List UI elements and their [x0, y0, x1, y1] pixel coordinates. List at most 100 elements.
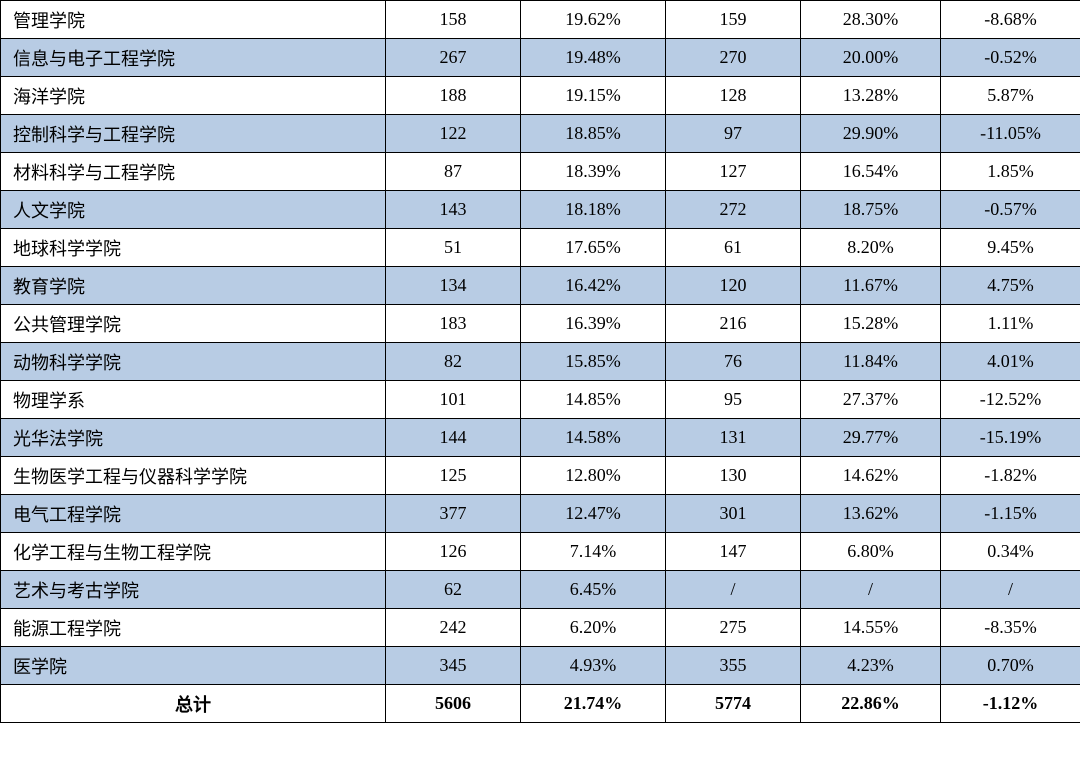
cell-v5: -11.05% [941, 115, 1080, 153]
cell-v4: 6.80% [801, 533, 941, 571]
cell-v5: -0.57% [941, 191, 1080, 229]
cell-v3: 131 [666, 419, 801, 457]
cell-v1: 158 [386, 1, 521, 39]
cell-name: 化学工程与生物工程学院 [1, 533, 386, 571]
cell-v4: 29.77% [801, 419, 941, 457]
cell-v2: 4.93% [521, 647, 666, 685]
cell-v1: 82 [386, 343, 521, 381]
cell-name: 医学院 [1, 647, 386, 685]
cell-v4: 18.75% [801, 191, 941, 229]
cell-v3: 130 [666, 457, 801, 495]
table-row: 控制科学与工程学院12218.85%9729.90%-11.05% [1, 115, 1080, 153]
cell-v2: 12.80% [521, 457, 666, 495]
cell-v5: 4.01% [941, 343, 1080, 381]
cell-v2: 14.85% [521, 381, 666, 419]
cell-v3: 147 [666, 533, 801, 571]
cell-v3: 301 [666, 495, 801, 533]
cell-name: 生物医学工程与仪器科学学院 [1, 457, 386, 495]
cell-v4: 13.62% [801, 495, 941, 533]
cell-v1: 377 [386, 495, 521, 533]
cell-v3: / [666, 571, 801, 609]
cell-v4: 15.28% [801, 305, 941, 343]
cell-v4: 29.90% [801, 115, 941, 153]
cell-v5: 0.70% [941, 647, 1080, 685]
table-row: 化学工程与生物工程学院1267.14%1476.80%0.34% [1, 533, 1080, 571]
table-row: 信息与电子工程学院26719.48%27020.00%-0.52% [1, 39, 1080, 77]
cell-v1: 267 [386, 39, 521, 77]
cell-v3: 97 [666, 115, 801, 153]
cell-v5: / [941, 571, 1080, 609]
table-row: 医学院3454.93%3554.23%0.70% [1, 647, 1080, 685]
cell-name: 能源工程学院 [1, 609, 386, 647]
cell-v2: 17.65% [521, 229, 666, 267]
cell-v4: 11.67% [801, 267, 941, 305]
cell-v5: -1.15% [941, 495, 1080, 533]
cell-v1: 101 [386, 381, 521, 419]
cell-v2: 19.48% [521, 39, 666, 77]
cell-v2: 6.20% [521, 609, 666, 647]
cell-v2: 12.47% [521, 495, 666, 533]
cell-v3: 272 [666, 191, 801, 229]
cell-v3: 275 [666, 609, 801, 647]
cell-name: 管理学院 [1, 1, 386, 39]
cell-v5: 1.85% [941, 153, 1080, 191]
cell-v2: 19.15% [521, 77, 666, 115]
total-cell-name: 总计 [1, 685, 386, 723]
cell-v5: 5.87% [941, 77, 1080, 115]
cell-v4: 28.30% [801, 1, 941, 39]
cell-v2: 18.18% [521, 191, 666, 229]
table-row: 动物科学学院8215.85%7611.84%4.01% [1, 343, 1080, 381]
cell-v5: -8.68% [941, 1, 1080, 39]
cell-v1: 126 [386, 533, 521, 571]
cell-name: 教育学院 [1, 267, 386, 305]
cell-name: 动物科学学院 [1, 343, 386, 381]
cell-v5: 9.45% [941, 229, 1080, 267]
cell-v2: 16.39% [521, 305, 666, 343]
cell-v2: 15.85% [521, 343, 666, 381]
table-row: 生物医学工程与仪器科学学院12512.80%13014.62%-1.82% [1, 457, 1080, 495]
cell-v3: 159 [666, 1, 801, 39]
total-cell-v4: 22.86% [801, 685, 941, 723]
cell-v4: 11.84% [801, 343, 941, 381]
cell-v1: 143 [386, 191, 521, 229]
cell-name: 材料科学与工程学院 [1, 153, 386, 191]
cell-v4: 16.54% [801, 153, 941, 191]
cell-v2: 14.58% [521, 419, 666, 457]
cell-v1: 87 [386, 153, 521, 191]
cell-name: 公共管理学院 [1, 305, 386, 343]
cell-v2: 18.39% [521, 153, 666, 191]
cell-v5: -8.35% [941, 609, 1080, 647]
cell-v1: 125 [386, 457, 521, 495]
cell-v1: 242 [386, 609, 521, 647]
cell-v4: / [801, 571, 941, 609]
table-row: 能源工程学院2426.20%27514.55%-8.35% [1, 609, 1080, 647]
cell-v3: 120 [666, 267, 801, 305]
total-cell-v2: 21.74% [521, 685, 666, 723]
cell-v5: -15.19% [941, 419, 1080, 457]
cell-v4: 4.23% [801, 647, 941, 685]
cell-name: 艺术与考古学院 [1, 571, 386, 609]
cell-v3: 95 [666, 381, 801, 419]
cell-v5: 0.34% [941, 533, 1080, 571]
cell-v2: 18.85% [521, 115, 666, 153]
table-row: 管理学院15819.62%15928.30%-8.68% [1, 1, 1080, 39]
table-row: 光华法学院14414.58%13129.77%-15.19% [1, 419, 1080, 457]
cell-v4: 20.00% [801, 39, 941, 77]
cell-v4: 14.55% [801, 609, 941, 647]
cell-v3: 128 [666, 77, 801, 115]
table-row: 地球科学学院5117.65%618.20%9.45% [1, 229, 1080, 267]
cell-name: 人文学院 [1, 191, 386, 229]
table-row: 海洋学院18819.15%12813.28%5.87% [1, 77, 1080, 115]
cell-v1: 144 [386, 419, 521, 457]
cell-name: 地球科学学院 [1, 229, 386, 267]
table-row: 材料科学与工程学院8718.39%12716.54%1.85% [1, 153, 1080, 191]
cell-v4: 27.37% [801, 381, 941, 419]
total-cell-v5: -1.12% [941, 685, 1080, 723]
cell-v1: 51 [386, 229, 521, 267]
cell-v5: -1.82% [941, 457, 1080, 495]
cell-v3: 355 [666, 647, 801, 685]
cell-v5: 1.11% [941, 305, 1080, 343]
cell-v3: 127 [666, 153, 801, 191]
cell-v3: 76 [666, 343, 801, 381]
cell-v1: 62 [386, 571, 521, 609]
